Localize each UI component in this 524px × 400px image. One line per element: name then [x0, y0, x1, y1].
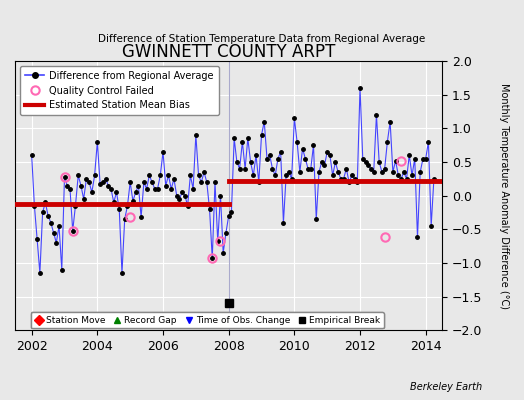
Title: GWINNETT COUNTY ARPT: GWINNETT COUNTY ARPT: [122, 43, 335, 61]
Legend: Station Move, Record Gap, Time of Obs. Change, Empirical Break: Station Move, Record Gap, Time of Obs. C…: [31, 312, 384, 328]
Y-axis label: Monthly Temperature Anomaly Difference (°C): Monthly Temperature Anomaly Difference (…: [499, 83, 509, 309]
Text: Berkeley Earth: Berkeley Earth: [410, 382, 482, 392]
Text: Difference of Station Temperature Data from Regional Average: Difference of Station Temperature Data f…: [99, 34, 425, 44]
